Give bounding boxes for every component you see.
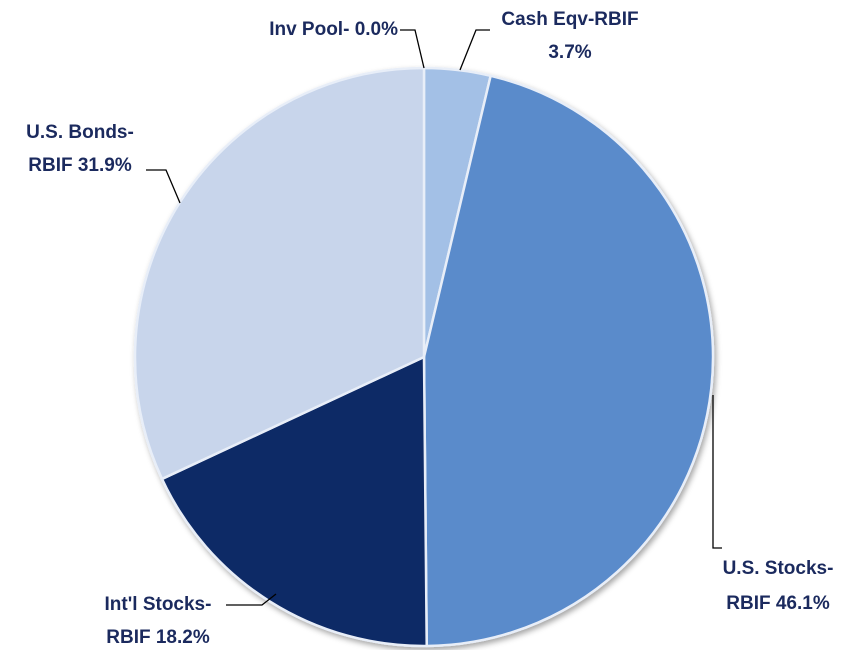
leader-line [712,395,722,549]
pie-slice [133,66,426,481]
leader-line [459,29,490,71]
leader-line [400,29,425,69]
data-label: Cash Eqv-RBIF [501,9,638,30]
data-label: RBIF 46.1% [726,593,830,614]
pie-slice [422,74,715,648]
pie [133,66,715,648]
leader-line [226,593,277,606]
pie-slice [160,355,428,648]
data-label: Int'l Stocks- [105,594,212,615]
data-label: 3.7% [548,42,591,63]
data-label: Inv Pool- 0.0% [269,19,398,40]
labels: Inv Pool- 0.0% Cash Eqv-RBIF 3.7% U.S. Stoc… [26,9,833,648]
data-label: RBIF 31.9% [28,155,132,176]
data-label: U.S. Bonds- [26,122,134,143]
leader-line [146,169,181,204]
data-label: RBIF 18.2% [106,627,210,648]
data-label: U.S. Stocks- [723,558,834,579]
